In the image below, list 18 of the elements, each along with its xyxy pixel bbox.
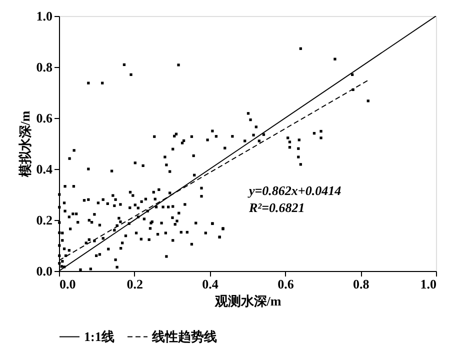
legend-label: 线性趋势线: [151, 328, 217, 344]
x-tick-label: 0.6: [278, 276, 294, 292]
x-tick-label: 0.0: [60, 276, 76, 292]
y-tick-label: 0.2: [36, 212, 52, 228]
annotation: y=0.862x+0.0414: [247, 183, 342, 198]
x-tick-label: 1.0: [420, 276, 436, 292]
x-axis-title: 观测水深/m: [214, 294, 282, 308]
y-tick-label: 0.6: [36, 110, 53, 126]
x-tick-label: 0.4: [202, 276, 219, 292]
y-tick-label: 0.8: [36, 60, 53, 74]
annotation: R²=0.6821: [248, 200, 305, 215]
y-tick-label: 0.0: [36, 264, 52, 278]
x-tick-label: 0.8: [352, 276, 370, 292]
legend-label: 1:1线: [84, 328, 114, 344]
y-axis-title: 模拟水深/m: [17, 110, 32, 178]
y-tick-label: 1.0: [36, 8, 52, 24]
x-tick-label: 0.2: [126, 276, 144, 292]
y-tick-label: 0.4: [36, 162, 53, 176]
